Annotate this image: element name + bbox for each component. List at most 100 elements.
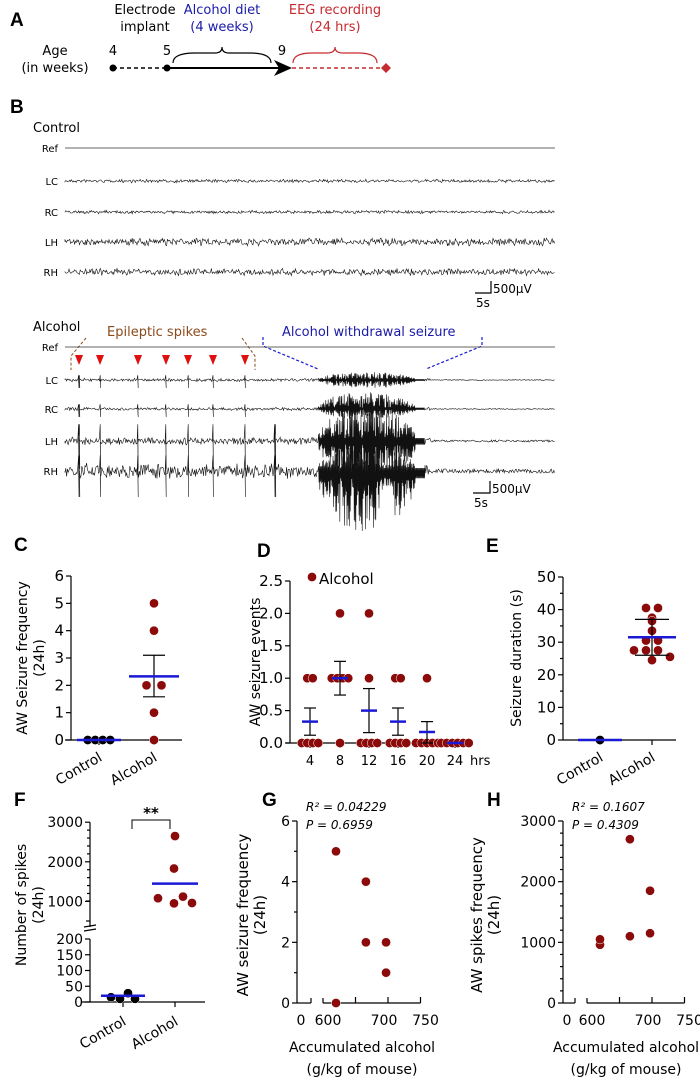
data-point (645, 885, 655, 896)
y-tick-label: 0.5 (259, 702, 283, 720)
seizure-label: Alcohol withdrawal seizure (282, 325, 456, 340)
alcohol-point (169, 898, 179, 909)
alcohol-point (169, 863, 179, 874)
alcohol-point (653, 645, 663, 656)
alcohol-point (335, 738, 345, 748)
trace-control-lc (64, 178, 555, 184)
alcohol-point (149, 598, 159, 609)
panel-letter-d: D (257, 541, 271, 562)
channel-label-lh: LH (45, 238, 58, 249)
channel-label-rh: RH (44, 268, 58, 279)
alcohol-point (313, 738, 324, 748)
y-axis-label: AW seizure events (248, 598, 264, 727)
alcohol-point (178, 891, 188, 902)
channel-label-rc: RC (45, 208, 58, 219)
x-tick-label: Control (77, 1014, 129, 1053)
y-axis-label: (24h) (485, 895, 503, 935)
y-tick-label: 100 (56, 964, 83, 980)
alcohol-channel-labels: Ref LC RC LH RH (42, 343, 59, 478)
y-tick-label: 30 (537, 633, 556, 651)
diet-label-1: Alcohol diet (184, 3, 261, 18)
x-axis-label: (g/kg of mouse) (571, 1062, 682, 1078)
x-tick-label: 24 (447, 754, 464, 769)
y-tick-label: 50 (65, 979, 83, 995)
y-tick-label: 1000 (520, 935, 556, 951)
arrow-head-icon (274, 60, 292, 76)
y-tick-label: 0 (547, 996, 556, 1012)
timeline-dot (163, 64, 171, 72)
y-tick-label: 4 (54, 622, 64, 640)
scale-time: 5s (476, 296, 490, 310)
alcohol-point (463, 738, 474, 748)
r-squared-label: R² = 0.04229 (306, 800, 386, 814)
alcohol-point (187, 898, 197, 908)
y-tick-label: 3 (54, 649, 64, 667)
diet-brace (172, 46, 272, 64)
x-tick-label: 700 (635, 1013, 662, 1029)
spike-arrow-icon (209, 355, 217, 365)
y-axis-label: AW Seizure frequency (15, 581, 31, 734)
electrode-label-2: implant (120, 20, 169, 35)
y-tick-label: 0 (74, 995, 83, 1011)
age-label-1: Age (42, 44, 67, 59)
y-tick-label: 1 (54, 704, 64, 722)
x-axis-label: Accumulated alcohol (553, 1040, 699, 1056)
x-tick-label: 600 (315, 1013, 342, 1029)
data-point (625, 834, 635, 845)
channel-label-lc: LC (45, 376, 58, 387)
y-tick-label: 10 (537, 698, 556, 716)
data-point (595, 934, 605, 945)
alcohol-point (149, 707, 159, 718)
x-tick-label: 600 (579, 1013, 606, 1029)
panel-b-eeg: B Control Alcohol Ref LC RC LH RH Ref LC… (10, 97, 555, 532)
scale-bar-alcohol: 500µV 5s (473, 481, 532, 510)
y-axis-label: AW seizure frequency (234, 834, 252, 997)
channel-label-ref: Ref (42, 343, 59, 354)
y-tick-label: 2.5 (259, 572, 283, 590)
y-tick-label: 5 (54, 594, 64, 612)
data-point (381, 937, 391, 948)
scale-time: 5s (474, 496, 488, 510)
age-label-2: (in weeks) (21, 61, 88, 76)
y-tick-label: 2.0 (259, 604, 283, 622)
y-tick-label: 1.5 (259, 637, 283, 655)
y-tick-label: 6 (54, 567, 64, 585)
control-point (106, 992, 116, 1003)
trace-alcohol-lh (64, 405, 555, 484)
data-point (361, 937, 371, 948)
x-unit-label: hrs (470, 754, 491, 769)
channel-label-ref: Ref (42, 144, 59, 155)
alcohol-point (653, 603, 663, 613)
significance-bracket (131, 819, 171, 829)
spikes-bracket (70, 337, 256, 370)
alcohol-title: Alcohol (33, 320, 80, 335)
alcohol-point (149, 735, 159, 745)
y-tick-label: 2 (54, 676, 64, 694)
y-tick-label: 0 (281, 996, 290, 1012)
control-title: Control (33, 121, 80, 136)
alcohol-point (149, 625, 159, 636)
trace-alcohol-rc (64, 392, 555, 420)
x-tick-label: 0 (297, 1013, 306, 1029)
alcohol-point (401, 738, 412, 748)
y-axis-label: (24h) (251, 895, 269, 935)
eeg-brace (292, 46, 378, 64)
alcohol-point (641, 645, 651, 656)
alcohol-point (307, 673, 318, 684)
x-tick-label: Control (53, 750, 105, 789)
alcohol-point (170, 831, 180, 841)
data-point (331, 998, 341, 1008)
x-tick-label: Alcohol (129, 1014, 181, 1053)
alcohol-point (364, 608, 374, 619)
tick-week-4: 4 (109, 44, 117, 59)
control-channel-labels: Ref LC RC LH RH (42, 144, 59, 279)
y-axis-label: Seizure duration (s) (509, 589, 525, 727)
x-tick-label: Alcohol (108, 750, 160, 789)
x-tick-label: 16 (390, 754, 407, 769)
alcohol-point (665, 652, 675, 662)
significance-label: ** (143, 804, 159, 822)
y-tick-label: 4 (281, 875, 290, 891)
alcohol-point (153, 893, 163, 904)
